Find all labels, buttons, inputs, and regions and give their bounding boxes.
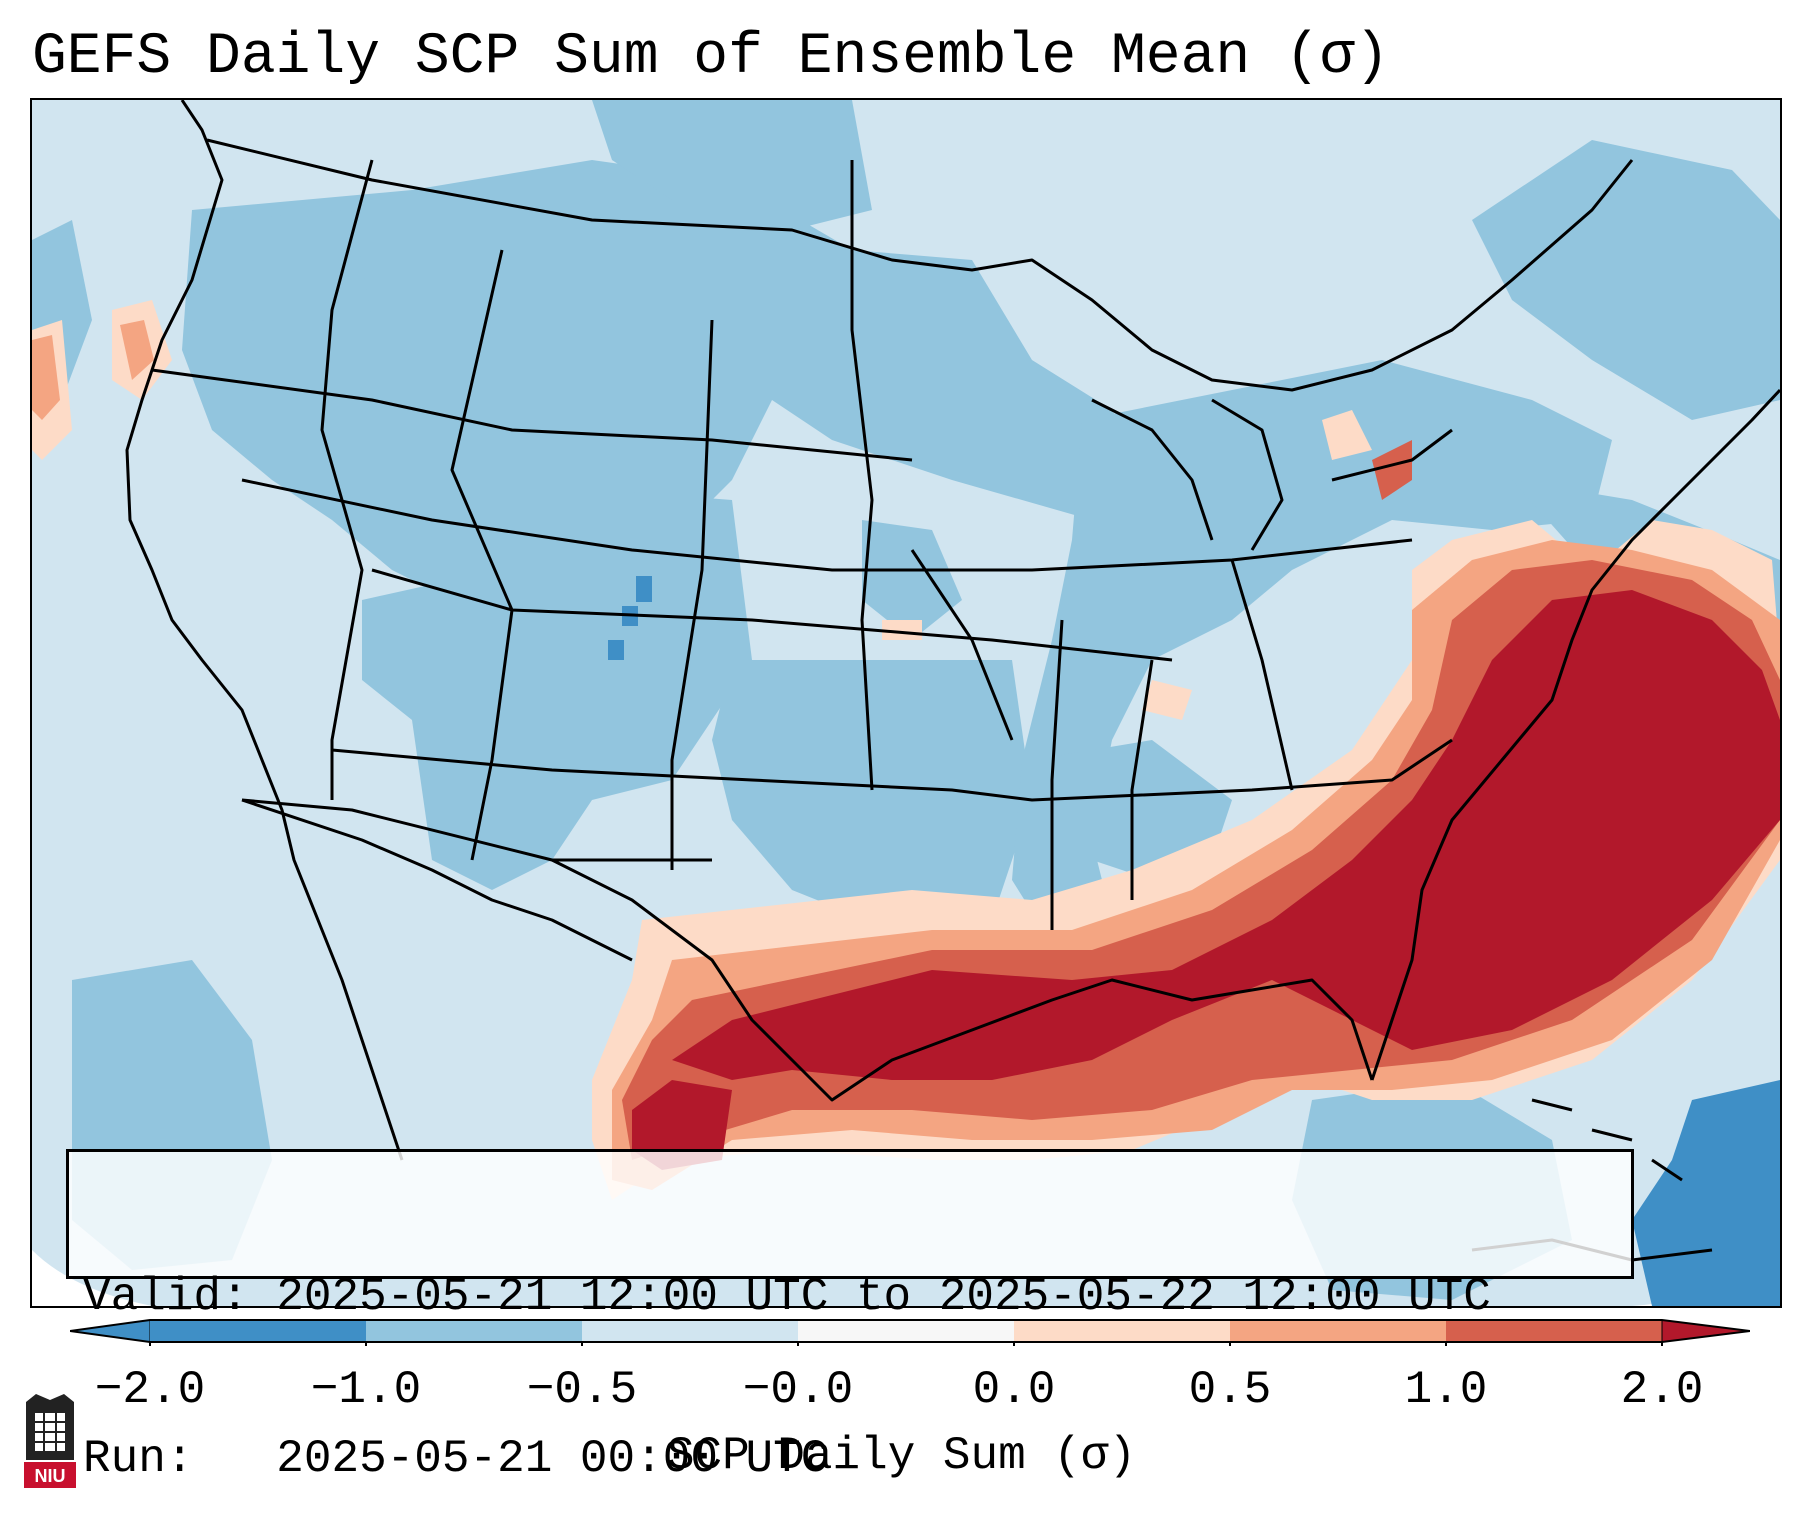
map-title: GEFS Daily SCP Sum of Ensemble Mean (σ) <box>32 25 1390 90</box>
colorbar-seg-5 <box>1014 1320 1230 1342</box>
colorbar-seg-6 <box>1230 1320 1446 1342</box>
colorbar-tick-label: 1.0 <box>1404 1364 1488 1416</box>
map-panel <box>30 98 1782 1308</box>
scp-map <box>32 100 1780 1306</box>
colorbar-tick-label: −1.0 <box>310 1364 422 1416</box>
niu-logo-icon: NIU <box>24 1394 76 1488</box>
colorbar-seg-3 <box>582 1320 798 1342</box>
colorbar-seg-1 <box>150 1320 366 1342</box>
colorbar-extend-high <box>1661 1319 1750 1343</box>
colorbar-tick-label: 0.0 <box>972 1364 1056 1416</box>
svg-text:NIU: NIU <box>35 1466 66 1486</box>
colorbar-seg-7 <box>1446 1320 1662 1342</box>
colorbar-label: SCP Daily Sum (σ) <box>666 1430 1137 1482</box>
colorbar-tick-label: −0.5 <box>526 1364 638 1416</box>
valid-value: 2025-05-21 12:00 UTC to 2025-05-22 12:00… <box>276 1271 1491 1323</box>
colorbar-seg-4 <box>798 1320 1014 1342</box>
valid-label: Valid: <box>83 1271 249 1323</box>
colorbar-tick-label: −2.0 <box>94 1364 206 1416</box>
colorbar-seg-2 <box>366 1320 582 1342</box>
colorbar-extend-low <box>70 1319 151 1343</box>
run-label: Run: <box>83 1433 194 1485</box>
run-line: Run: 2025-05-21 00:00 UTC <box>83 1432 1617 1486</box>
colorbar-tick-label: 2.0 <box>1620 1364 1704 1416</box>
dark-red-regions <box>632 590 1780 1170</box>
colorbar-tick-label: 0.5 <box>1188 1364 1272 1416</box>
colorbar <box>70 1319 1750 1346</box>
valid-line: Valid: 2025-05-21 12:00 UTC to 2025-05-2… <box>83 1270 1617 1324</box>
validity-info-box: Valid: 2025-05-21 12:00 UTC to 2025-05-2… <box>66 1149 1634 1485</box>
run-value: 2025-05-21 00:00 UTC <box>276 1433 829 1485</box>
political-boundaries <box>125 100 1780 1262</box>
colorbar-tick-label: −0.0 <box>742 1364 854 1416</box>
